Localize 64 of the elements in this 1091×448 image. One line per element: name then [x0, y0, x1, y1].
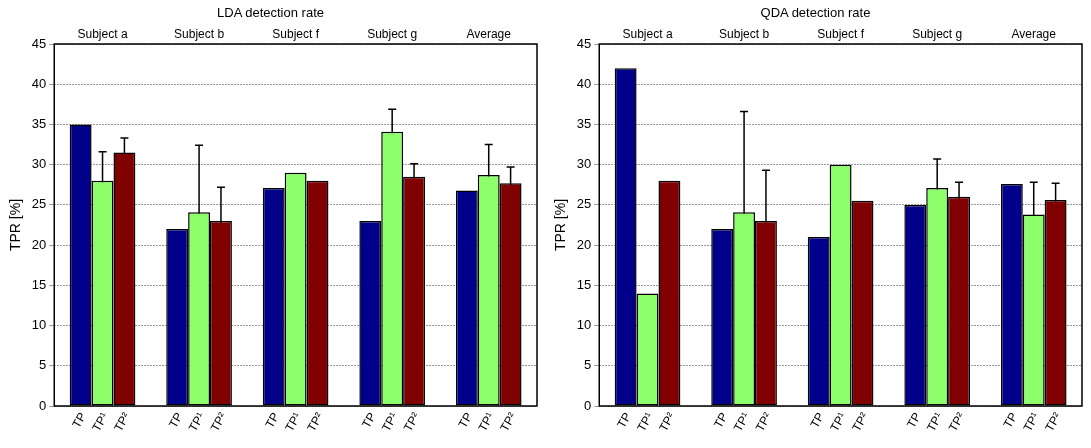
y-tick-label: 15 [31, 276, 47, 292]
text: TP¹ [1020, 410, 1043, 434]
text: TP¹ [89, 410, 111, 434]
text: TP² [945, 410, 968, 434]
y-axis-title: TPR [%] [7, 198, 24, 252]
text: TP [1000, 410, 1021, 431]
x-tick-label: Subject b [174, 27, 225, 42]
text: TP² [1042, 410, 1065, 434]
x-tick-label: Average [1011, 27, 1057, 42]
text: TP² [849, 410, 871, 434]
y-tick-label: 25 [576, 196, 592, 212]
y-tick-label: 45 [31, 35, 47, 51]
text: TP [358, 410, 379, 431]
text: TP¹ [827, 410, 850, 434]
x-tick-label: Subject f [272, 27, 320, 42]
x-tick-label: Subject f [817, 27, 865, 42]
x-tick-label: Subject a [77, 27, 128, 42]
text: TP¹ [730, 410, 753, 434]
y-tick-label: 40 [31, 75, 47, 91]
text: TP² [207, 410, 230, 434]
y-tick-label: 20 [31, 236, 47, 252]
y-tick-label: 0 [39, 397, 47, 413]
chart-title: QDA detection rate [760, 5, 871, 21]
text: TP¹ [475, 410, 498, 434]
text: TP [455, 410, 476, 431]
x-tick-label: Subject b [719, 27, 770, 42]
text: TP [69, 410, 90, 431]
x-tick-label: Average [466, 27, 512, 42]
text: TP [903, 410, 924, 431]
text: TP² [400, 410, 423, 434]
text: TP¹ [378, 410, 401, 434]
y-tick-label: 10 [31, 317, 47, 333]
y-axis-title: TPR [%] [552, 198, 569, 252]
text: TP¹ [185, 410, 208, 434]
text: TP [165, 410, 186, 431]
text: TP [710, 410, 731, 431]
text: TP² [752, 410, 775, 434]
text: TP [614, 410, 635, 431]
y-tick-label: 0 [584, 397, 592, 413]
text: TP¹ [634, 410, 656, 434]
y-tick-label: 5 [39, 357, 47, 373]
text: TP² [656, 410, 678, 434]
x-tick-label: Subject g [367, 27, 418, 42]
y-tick-label: 35 [576, 116, 592, 132]
text: TP [262, 410, 283, 431]
y-tick-label: 20 [576, 236, 592, 252]
text: TP² [111, 410, 133, 434]
text: TP [807, 410, 828, 431]
x-tick-label: Subject a [622, 27, 673, 42]
chart-title: LDA detection rate [217, 5, 324, 21]
text: TP² [304, 410, 326, 434]
y-tick-label: 10 [576, 317, 592, 333]
y-tick-label: 30 [576, 156, 592, 172]
y-tick-label: 5 [584, 357, 592, 373]
y-tick-label: 35 [31, 116, 47, 132]
y-tick-label: 15 [576, 276, 592, 292]
y-tick-label: 45 [576, 35, 592, 51]
y-tick-label: 25 [31, 196, 47, 212]
text: TP¹ [923, 410, 946, 434]
text: TP² [497, 410, 520, 434]
x-tick-label: Subject g [912, 27, 963, 42]
text: TP¹ [282, 410, 305, 434]
y-tick-label: 30 [31, 156, 47, 172]
y-tick-label: 40 [576, 75, 592, 91]
